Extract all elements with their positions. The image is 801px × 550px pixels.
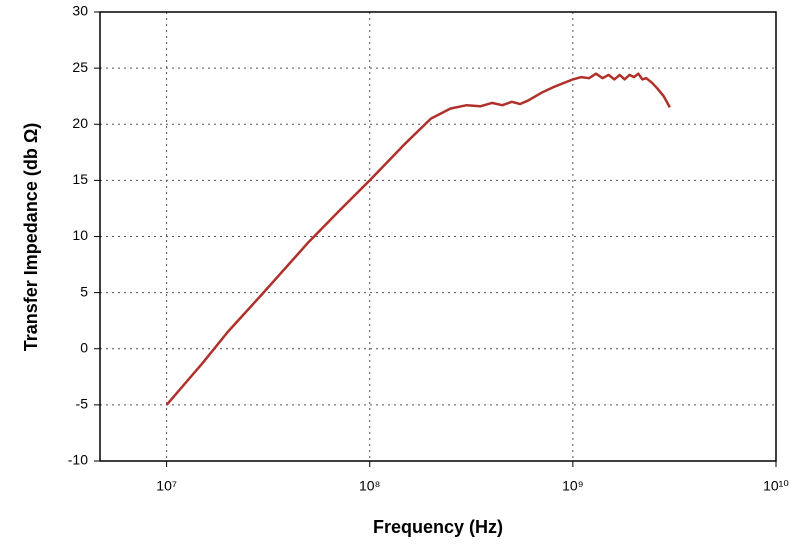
y-tick-label: 0	[80, 339, 88, 355]
y-tick-label: 30	[72, 3, 88, 19]
x-tick-label: 10¹⁰	[763, 478, 789, 494]
y-tick-label: -5	[76, 396, 89, 412]
x-tick-label: 10⁹	[562, 478, 584, 494]
y-tick-label: 25	[72, 59, 88, 75]
data-line	[165, 72, 671, 406]
y-tick-label: 5	[80, 283, 88, 299]
y-tick-label: 20	[72, 115, 88, 131]
x-tick-label: 10⁷	[156, 478, 177, 494]
y-tick-label: -10	[68, 452, 88, 468]
y-tick-label: 15	[72, 171, 88, 187]
x-tick-label: 10⁸	[359, 478, 381, 494]
plot-frame	[99, 11, 777, 462]
y-axis-title: Transfer Impedance (db Ω)	[21, 123, 41, 351]
x-axis-title: Frequency (Hz)	[373, 517, 503, 537]
y-tick-label: 10	[72, 227, 88, 243]
